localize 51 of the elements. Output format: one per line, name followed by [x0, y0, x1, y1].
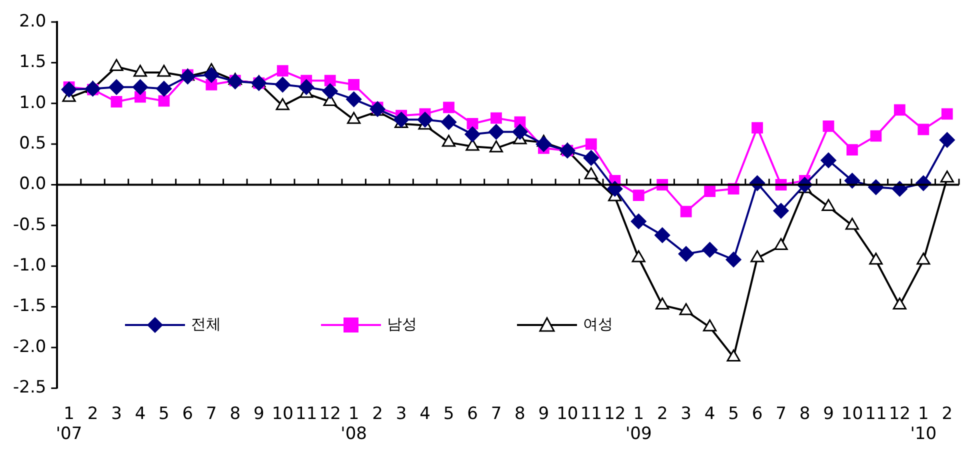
x-tick-label: 12 [604, 404, 626, 424]
x-tick-label: 4 [704, 404, 716, 424]
x-tick-label: 11 [296, 404, 318, 424]
legend-label: 남성 [387, 315, 417, 334]
x-tick-label: 1 '07 [56, 404, 82, 444]
x-tick-label: 6 [467, 404, 478, 424]
y-tick-label: 2.0 [19, 11, 46, 32]
legend-label: 여성 [583, 315, 613, 334]
x-tick-label: 8 [514, 404, 526, 424]
y-tick-label: 1.0 [19, 92, 46, 113]
x-tick-label: 10 [841, 404, 864, 424]
x-tick-label: 5 [443, 404, 454, 424]
x-tick-label: 2 [87, 404, 98, 424]
x-tick-label: 11 [580, 404, 602, 424]
x-tick-label: 5 [728, 404, 739, 424]
x-tick-label: 12 [319, 404, 341, 424]
x-tick-label: 8 [799, 404, 810, 424]
x-tick-label: 4 [134, 404, 146, 424]
x-tick-label: 9 [253, 404, 264, 424]
x-tick-label: 7 [490, 404, 502, 424]
x-tick-label: 3 [396, 404, 407, 424]
y-tick-label: -1.0 [13, 256, 46, 276]
x-tick-label: 8 [230, 404, 241, 424]
x-tick-label: 9 [823, 404, 834, 424]
y-tick-label: 0.5 [19, 133, 46, 154]
x-tick-label: 12 [888, 404, 910, 424]
x-tick-label: 10 [272, 404, 294, 424]
x-tick-label: 6 [752, 404, 763, 424]
y-tick-label: -1.5 [13, 296, 46, 316]
y-tick-label: -2.5 [13, 378, 46, 398]
x-tick-label: 1 '09 [625, 404, 652, 444]
x-tick-label: 10 [556, 404, 578, 424]
y-tick-label: 1.5 [19, 52, 46, 72]
x-tick-label: 2 [656, 404, 668, 424]
x-tick-label: 6 [182, 404, 194, 424]
x-tick-label: 9 [538, 404, 550, 424]
x-tick-label: 1 '10 [910, 404, 937, 444]
x-tick-label: 3 [111, 404, 122, 424]
x-tick-label: 1 '08 [340, 404, 367, 444]
x-tick-label: 3 [680, 404, 692, 424]
x-tick-label: 2 [942, 404, 953, 424]
x-tick-label: 11 [865, 404, 887, 424]
legend-label: 전체 [191, 315, 221, 334]
x-tick-label: 2 [372, 404, 383, 424]
x-tick-label: 7 [776, 404, 786, 424]
x-tick-label: 4 [420, 404, 430, 424]
y-tick-label: -0.5 [13, 214, 46, 235]
y-tick-label: 0.0 [19, 174, 46, 194]
x-tick-label: 7 [206, 404, 217, 424]
y-tick-label: -2.0 [13, 336, 46, 357]
x-tick-label: 5 [158, 404, 170, 424]
